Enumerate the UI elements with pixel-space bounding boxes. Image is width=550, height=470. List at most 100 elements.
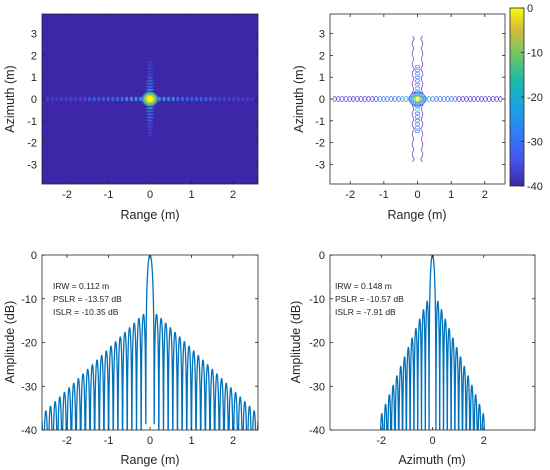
range-contour — [374, 96, 378, 102]
azimuth-contour — [411, 35, 416, 94]
range-contour — [490, 96, 495, 102]
x-tick-label: -2 — [376, 435, 386, 447]
x-tick-label: -2 — [345, 189, 355, 201]
range-contour — [366, 96, 371, 102]
range-contour — [359, 96, 363, 102]
range-contour — [472, 96, 476, 102]
azimuth-contour — [414, 108, 421, 112]
y-tick-label: -3 — [315, 159, 325, 171]
panel-range-profile: -2 -1 0 1 20-10-20-30-40 IRW = 0.112 m PSLR … — [3, 250, 259, 467]
x-tick-label: 2 — [482, 189, 488, 201]
range-sidelobe — [106, 96, 110, 102]
peak-mark — [147, 96, 153, 102]
range-sidelobe — [50, 96, 54, 102]
range-contour — [385, 96, 390, 102]
range-contour — [430, 96, 435, 102]
range-contour — [336, 96, 341, 102]
range-contour — [475, 96, 480, 102]
azimuth-sidelobe — [146, 76, 154, 79]
y-tick-label: 0 — [31, 250, 37, 262]
azimuth-sidelobe — [147, 67, 153, 70]
azimuth-contour — [414, 122, 421, 126]
annotation-pslr: PSLR = -10.57 dB — [335, 294, 404, 304]
range-contour — [457, 96, 461, 102]
azimuth-contour — [411, 104, 416, 163]
peak-contour — [410, 92, 425, 106]
peak-contour — [414, 96, 421, 102]
x-tick-label: 2 — [230, 435, 236, 447]
range-sidelobe — [208, 96, 213, 102]
range-sidelobe — [64, 96, 68, 102]
range-contour — [441, 96, 446, 102]
y-tick-label: -1 — [315, 116, 325, 128]
azimuth-contour — [414, 118, 421, 123]
azimuth-sidelobe — [146, 119, 154, 122]
azimuth-sidelobe — [146, 88, 154, 91]
y-tick-label: -30 — [309, 381, 325, 393]
azimuth-contour — [414, 126, 421, 130]
range-contour — [355, 96, 360, 102]
range-sidelobe — [120, 96, 124, 102]
annotation-box: IRW = 0.112 m PSLR = -13.57 dB ISLR = -1… — [53, 281, 122, 317]
axis-ticks: -2 -1 0 1 2 -3 -2 -1 0 1 2 3 — [315, 14, 505, 201]
range-sidelobe — [171, 96, 175, 102]
range-sidelobe — [46, 96, 50, 102]
range-sidelobe — [111, 96, 115, 102]
y-axis-label: Azimuth (m) — [3, 65, 17, 132]
panel-image: -2 -1 0 1 2 -3 -2 -1 0 1 2 3 Range (m) Azimuth (m) — [3, 13, 259, 222]
y-tick-label: -40 — [309, 425, 325, 437]
azimuth-sidelobe — [146, 82, 154, 85]
range-contour — [460, 96, 465, 102]
annotation-islr: ISLR = -10.35 dB — [53, 307, 119, 317]
range-contour — [468, 96, 473, 102]
y-tick-label: 3 — [31, 29, 37, 41]
peak-contour — [409, 91, 426, 107]
azimuth-contour — [414, 68, 421, 72]
annotation-irw: IRW = 0.148 m — [335, 281, 392, 291]
range-sidelobe — [227, 96, 231, 102]
y-axis-label: Amplitude (dB) — [289, 301, 303, 384]
range-contour — [464, 96, 469, 102]
annotation-pslr: PSLR = -13.57 dB — [53, 294, 122, 304]
range-sidelobe — [236, 96, 241, 102]
y-tick-label: 2 — [319, 50, 325, 62]
range-contour — [381, 96, 386, 102]
range-contour — [351, 96, 356, 102]
range-sidelobe — [59, 96, 64, 102]
range-sidelobe — [185, 96, 189, 102]
panel-azimuth-profile: -2 0 20-10-20-30-40 IRW = 0.148 m PSLR = -… — [289, 250, 536, 467]
annotation-islr: ISLR = -7.91 dB — [335, 307, 396, 317]
range-contour — [404, 96, 409, 102]
azimuth-profile-line — [380, 255, 485, 430]
range-sidelobe — [97, 96, 101, 102]
heatmap-marks — [46, 61, 254, 137]
range-sidelobe — [69, 96, 73, 102]
y-tick-label: 1 — [31, 72, 37, 84]
x-tick-label: -1 — [104, 189, 114, 201]
y-tick-label: -2 — [27, 138, 37, 150]
x-tick-label: -1 — [379, 189, 389, 201]
annotation-box: IRW = 0.148 m PSLR = -10.57 dB ISLR = -7… — [335, 281, 404, 317]
x-tick-label: 0 — [414, 189, 420, 201]
range-contour — [483, 96, 488, 102]
range-contour — [370, 96, 375, 102]
range-sidelobe — [232, 96, 236, 102]
y-tick-label: -2 — [315, 138, 325, 150]
range-contour — [438, 96, 443, 102]
y-tick-label: 1 — [319, 72, 325, 84]
y-axis-label: Azimuth (m) — [292, 65, 306, 132]
range-contour — [487, 96, 492, 102]
x-tick-label: -2 — [62, 435, 72, 447]
x-axis-label: Range (m) — [387, 208, 446, 222]
y-axis-label: Amplitude (dB) — [3, 301, 17, 384]
y-tick-label: -3 — [27, 159, 37, 171]
y-tick-label: -20 — [309, 338, 325, 350]
contour-marks — [332, 35, 503, 163]
y-tick-label: -10 — [309, 294, 325, 306]
x-tick-label: -1 — [104, 435, 114, 447]
y-tick-label: 0 — [319, 94, 325, 106]
range-sidelobe — [250, 96, 254, 102]
range-contour — [445, 96, 450, 102]
colorbar-tick-label: -10 — [527, 48, 543, 60]
range-contour — [343, 96, 348, 102]
